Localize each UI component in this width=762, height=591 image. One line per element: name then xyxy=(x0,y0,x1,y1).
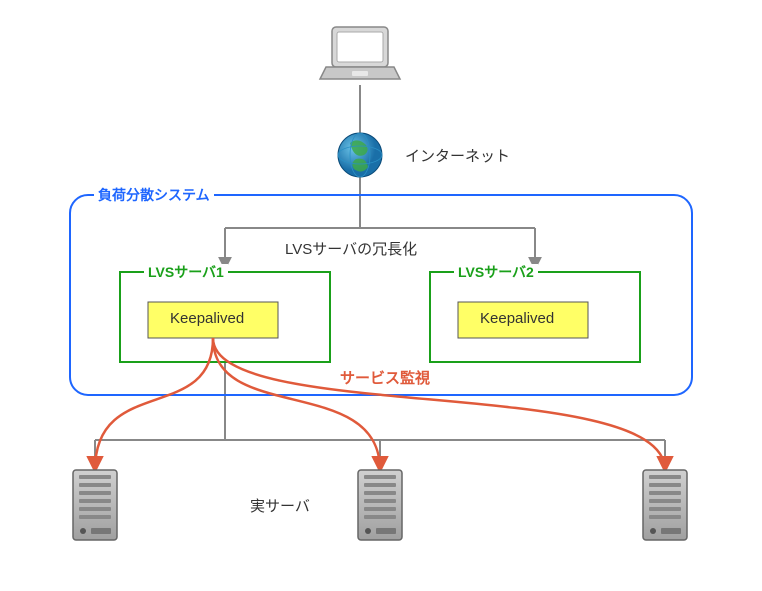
internet-label: インターネット xyxy=(405,145,510,166)
laptop-icon xyxy=(320,27,400,79)
lvs-server-1-label: LVSサーバ1 xyxy=(148,262,224,282)
server-icon xyxy=(73,470,117,540)
real-server-label: 実サーバ xyxy=(250,495,310,516)
load-balance-system-label: 負荷分散システム xyxy=(98,185,210,205)
lvs-redundancy-label: LVSサーバの冗長化 xyxy=(285,238,417,259)
server-icon xyxy=(358,470,402,540)
keepalived-1-label: Keepalived xyxy=(170,310,244,327)
load-balance-system-box xyxy=(70,195,692,395)
service-monitor-label: サービス監視 xyxy=(340,367,430,388)
lvs-server-2-label: LVSサーバ2 xyxy=(458,262,534,282)
network-diagram xyxy=(0,0,762,591)
server-icon xyxy=(643,470,687,540)
keepalived-2-label: Keepalived xyxy=(480,310,554,327)
globe-icon xyxy=(338,133,382,177)
